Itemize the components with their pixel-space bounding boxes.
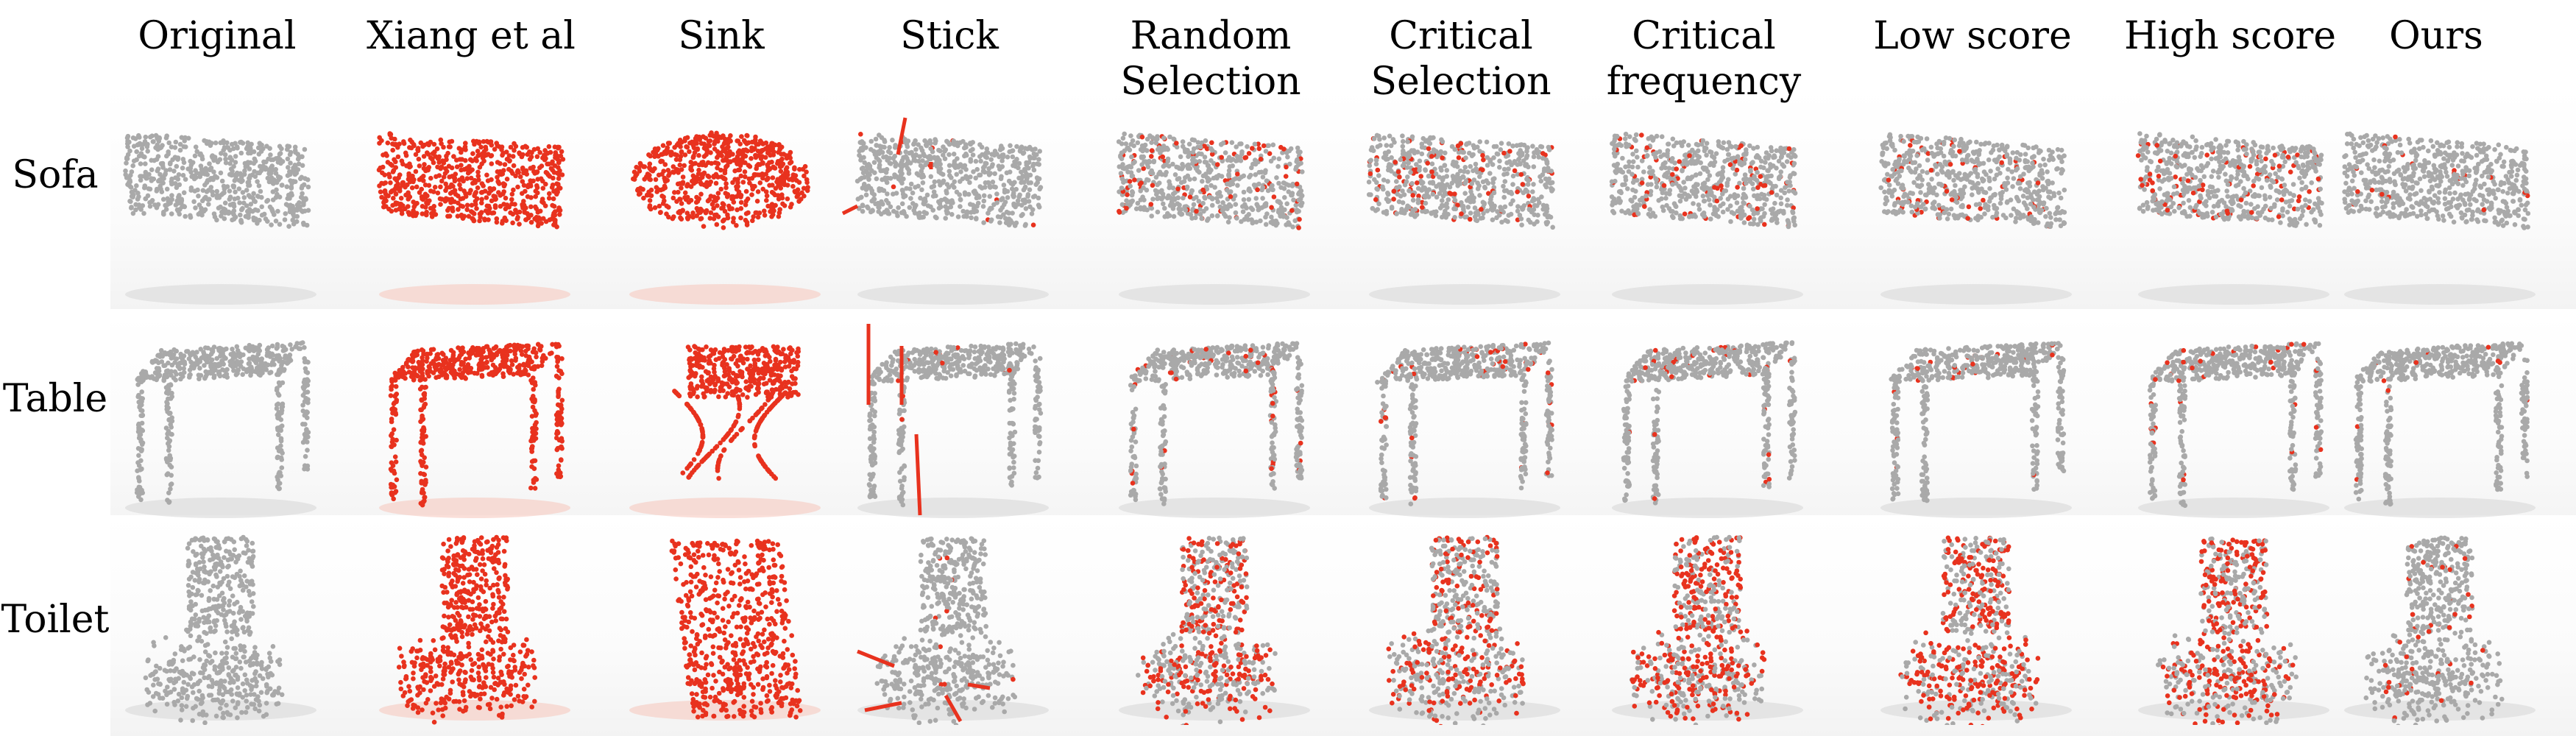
point-cloud-sofa-9 <box>2109 110 2352 309</box>
point-cloud-toilet-1 <box>96 526 339 725</box>
point-cloud-sofa-1 <box>96 110 339 309</box>
row-background-toilet <box>110 515 2576 736</box>
column-title-xiang-et-al: Xiang et al <box>367 14 576 58</box>
point-cloud-table-10 <box>2315 324 2558 523</box>
point-cloud-sofa-5 <box>1089 110 1332 309</box>
point-cloud-toilet-6 <box>1340 526 1582 725</box>
point-cloud-toilet-2 <box>350 526 592 725</box>
point-cloud-toilet-8 <box>1851 526 2094 725</box>
point-cloud-table-5 <box>1089 324 1332 523</box>
point-cloud-table-3 <box>600 324 843 523</box>
point-cloud-table-6 <box>1340 324 1582 523</box>
column-title-stick: Stick <box>900 14 999 58</box>
row-background-sofa <box>110 88 2576 309</box>
point-cloud-toilet-4 <box>828 526 1071 725</box>
point-cloud-toilet-10 <box>2315 526 2558 725</box>
column-title-high-score: High score <box>2123 14 2337 58</box>
point-cloud-toilet-9 <box>2109 526 2352 725</box>
point-cloud-table-2 <box>350 324 592 523</box>
point-cloud-table-9 <box>2109 324 2352 523</box>
column-title-sink: Sink <box>678 14 765 58</box>
column-title-original: Original <box>138 14 297 58</box>
row-label-toilet: Toilet <box>1 598 110 642</box>
row-label-sofa: Sofa <box>12 153 99 197</box>
point-cloud-sofa-4 <box>828 110 1071 309</box>
point-cloud-toilet-7 <box>1582 526 1825 725</box>
column-title-ours: Ours <box>2389 14 2483 58</box>
point-cloud-toilet-5 <box>1089 526 1332 725</box>
point-cloud-table-1 <box>96 324 339 523</box>
point-cloud-sofa-6 <box>1340 110 1582 309</box>
column-title-critical-frequency: Critical frequency <box>1606 14 1802 104</box>
point-cloud-sofa-7 <box>1582 110 1825 309</box>
row-label-table: Table <box>2 377 108 421</box>
point-cloud-table-4 <box>828 324 1071 523</box>
point-cloud-sofa-8 <box>1851 110 2094 309</box>
column-title-low-score: Low score <box>1873 14 2072 58</box>
point-cloud-sofa-2 <box>350 110 592 309</box>
column-title-random-selection: Random Selection <box>1120 14 1301 104</box>
point-cloud-table-7 <box>1582 324 1825 523</box>
point-cloud-sofa-10 <box>2315 110 2558 309</box>
point-cloud-table-8 <box>1851 324 2094 523</box>
point-cloud-sofa-3 <box>600 110 843 309</box>
point-cloud-toilet-3 <box>600 526 843 725</box>
column-title-critical-selection: Critical Selection <box>1370 14 1551 104</box>
